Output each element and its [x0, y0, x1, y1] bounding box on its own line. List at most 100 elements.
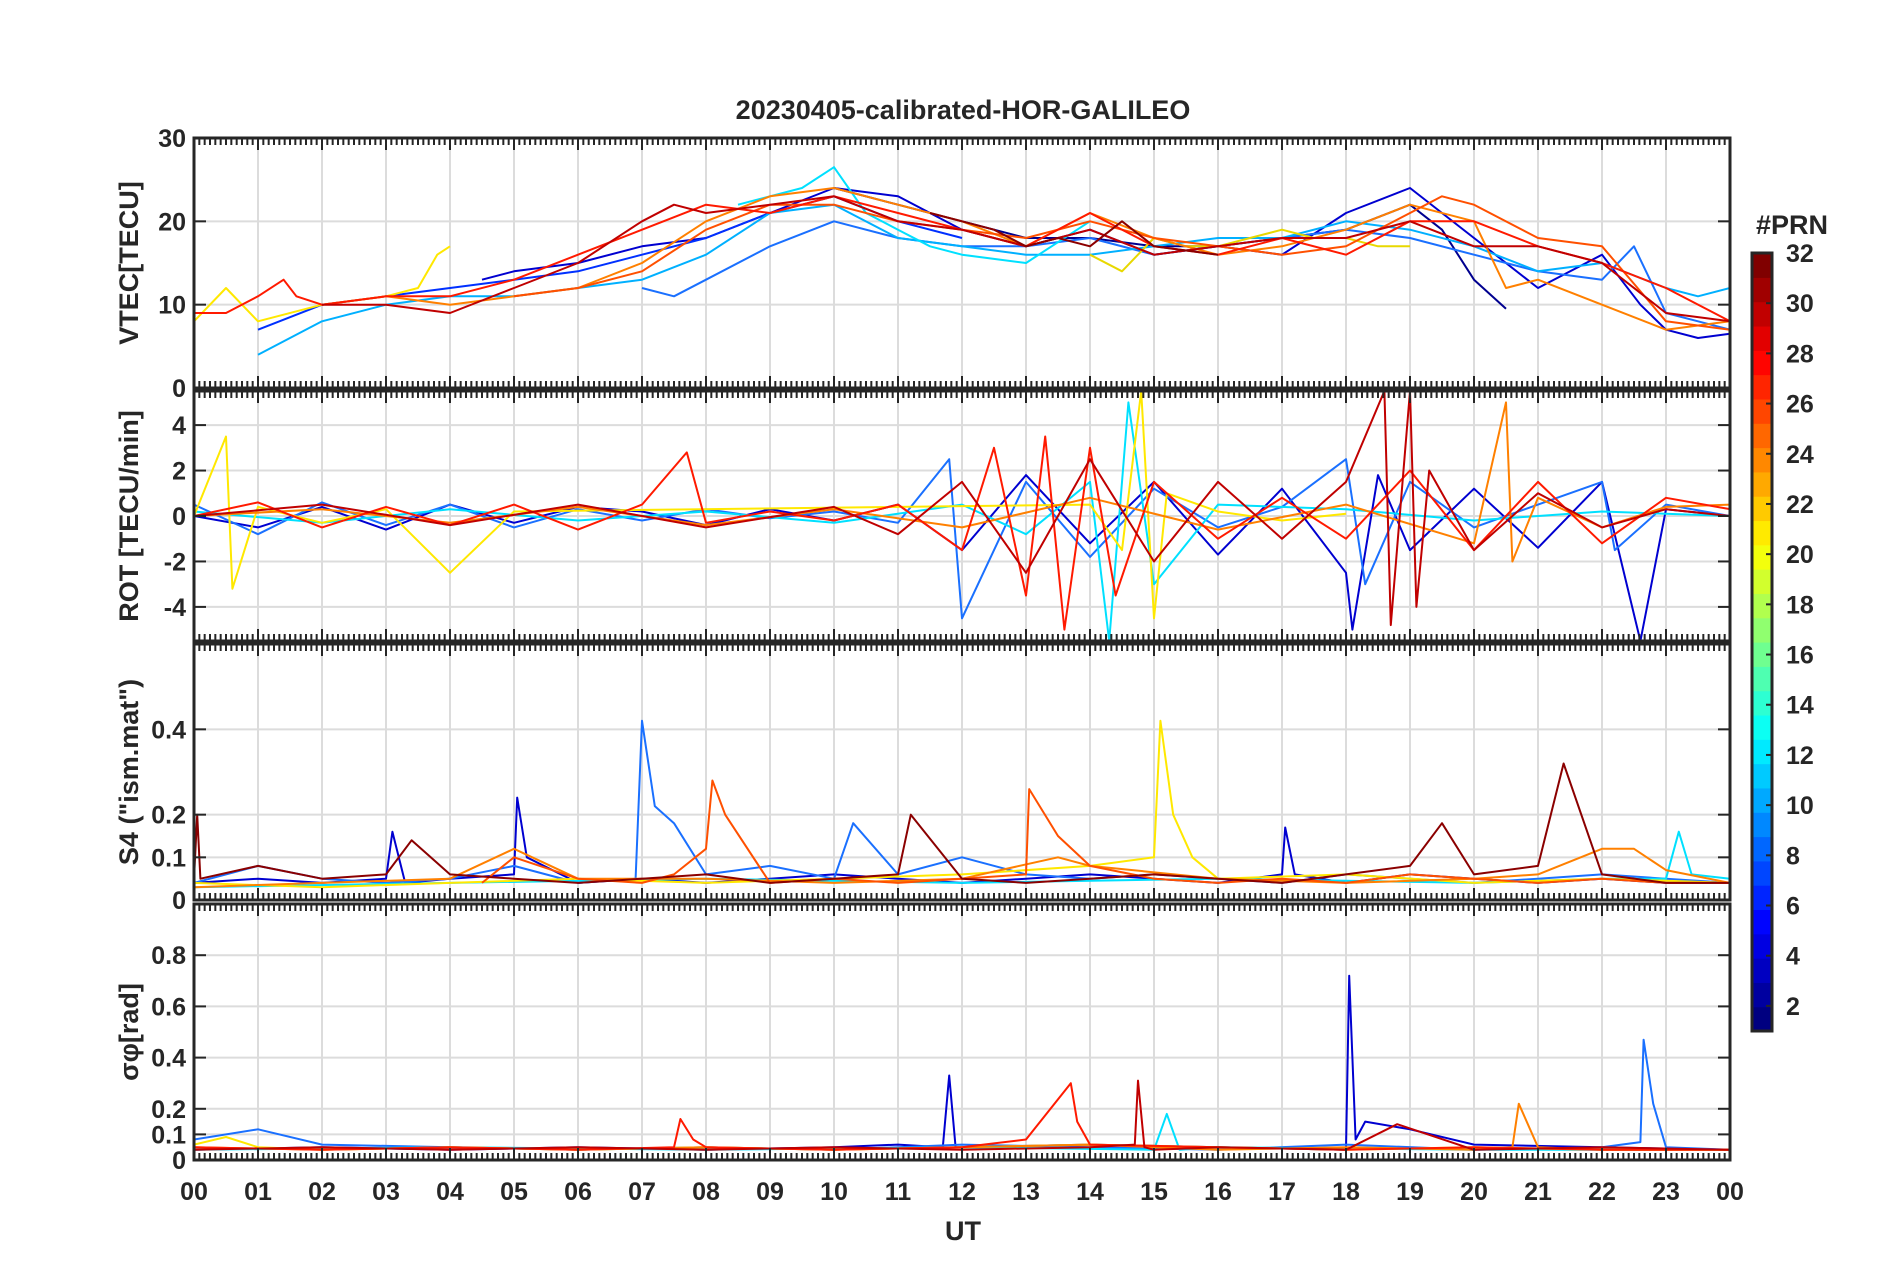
x-tick-label: 15 — [1140, 1178, 1168, 1206]
panel-vtec-series — [194, 166, 1730, 356]
colorbar-tick-label: 32 — [1786, 240, 1814, 268]
panel-s4: 0 0.1 0.2 0.4S4 ("ism.mat") — [114, 642, 1732, 915]
colorbar-segment — [1752, 520, 1772, 546]
y-tick-label: 4 — [172, 412, 186, 440]
y-tick-label: 30 — [158, 125, 186, 153]
x-tick-label: 10 — [820, 1178, 848, 1206]
series-line-s4-6 — [194, 762, 1730, 884]
x-tick-label: 00 — [180, 1178, 208, 1206]
panel-s4-frame — [192, 642, 1732, 902]
panel-rot-frame — [192, 389, 1732, 643]
colorbar-tick-label: 8 — [1786, 842, 1800, 870]
panel-rot-series — [194, 391, 1730, 641]
colorbar-tick-label: 6 — [1786, 893, 1800, 921]
colorbar-segment — [1752, 617, 1772, 643]
colorbar-segment — [1752, 398, 1772, 424]
series-line-rot-6 — [194, 391, 1730, 627]
series-line-vtec-9 — [513, 195, 1730, 331]
colorbar-segment — [1752, 666, 1772, 692]
panel-sigma: 00.10.2 0.4 0.6 0.8σφ[rad] — [114, 902, 1732, 1175]
colorbar-title: #PRN — [1756, 210, 1828, 240]
colorbar-segment — [1752, 958, 1772, 983]
y-axis-label-rot: ROT [TECU/min] — [114, 410, 144, 621]
colorbar-segment — [1752, 982, 1772, 1008]
x-tick-labels: 00 01 02 03 04 05 06 07 08 09 10 11 12 13 14 15 16 17 18 19… — [180, 1178, 1744, 1206]
y-tick-label: 0.1 — [151, 844, 186, 872]
x-tick-label: 12 — [948, 1178, 976, 1206]
y-tick-label: 0 — [172, 1147, 186, 1175]
colorbar-segment — [1752, 350, 1772, 376]
y-tick-label: 0 — [172, 375, 186, 403]
colorbar-frame — [1750, 251, 1774, 1033]
series-line-vtec-10 — [194, 195, 1730, 323]
x-tick-label: 06 — [564, 1178, 592, 1206]
colorbar-tick-label: 22 — [1786, 491, 1814, 519]
series-line-sigma-6 — [194, 1079, 1730, 1151]
colorbar-tick-label: 2 — [1786, 993, 1800, 1021]
colorbar-tick-label: 12 — [1786, 742, 1814, 770]
colorbar-segment — [1752, 933, 1772, 959]
colorbar-segment — [1752, 909, 1772, 935]
x-tick-label: 00 — [1716, 1178, 1744, 1206]
colorbar-segment — [1752, 301, 1772, 327]
y-tick-label: 0.6 — [151, 993, 186, 1021]
colorbar-tick-label: 20 — [1786, 541, 1814, 569]
colorbar-segment — [1752, 277, 1772, 303]
colorbar-segment — [1752, 714, 1772, 740]
colorbar-segment — [1752, 471, 1772, 497]
y-tick-label: -4 — [164, 594, 186, 622]
panel-s4-series — [194, 719, 1730, 889]
y-axis-label-vtec: VTEC[TECU] — [114, 181, 144, 345]
colorbar-segment — [1752, 569, 1772, 594]
x-axis-label: UT — [945, 1216, 981, 1246]
colorbar-segment — [1752, 1006, 1772, 1032]
y-tick-label: 0.2 — [151, 1096, 186, 1124]
panel-vtec-frame — [192, 136, 1732, 390]
x-tick-label: 19 — [1396, 1178, 1424, 1206]
x-tick-label: 03 — [372, 1178, 400, 1206]
colorbar-segment — [1752, 593, 1772, 619]
series-line-s4-5 — [481, 779, 1730, 884]
series-line-vtec-5 — [737, 166, 1091, 264]
y-tick-label: 0.8 — [151, 942, 186, 970]
colorbar-segment — [1752, 423, 1772, 449]
colorbar-tick-label: 18 — [1786, 591, 1814, 619]
x-tick-label: 17 — [1268, 1178, 1296, 1206]
colorbar-segment — [1752, 690, 1772, 716]
x-tick-label: 11 — [885, 1178, 912, 1206]
series-line-s4-4 — [194, 847, 1730, 889]
x-tick-label: 07 — [628, 1178, 656, 1206]
colorbar-segment — [1752, 787, 1772, 813]
chart-title: 20230405-calibrated-HOR-GALILEO — [736, 95, 1191, 125]
colorbar-segment — [1752, 253, 1772, 278]
x-tick-label: 08 — [692, 1178, 720, 1206]
colorbar-segment — [1752, 642, 1772, 667]
colorbar-segment — [1752, 447, 1772, 473]
colorbar-tick-label: 28 — [1786, 340, 1814, 368]
y-tick-label: 20 — [158, 208, 186, 236]
colorbar-segment — [1752, 812, 1772, 838]
x-tick-label: 20 — [1460, 1178, 1488, 1206]
colorbar-segment — [1752, 885, 1772, 911]
series-line-rot-5 — [194, 435, 1730, 631]
y-axis-label-sigma: σφ[rad] — [114, 983, 144, 1081]
colorbar-tick-label: 10 — [1786, 792, 1814, 820]
colorbar-tick-label: 30 — [1786, 290, 1814, 318]
x-tick-label: 09 — [756, 1178, 784, 1206]
x-tick-label: 01 — [244, 1178, 272, 1206]
y-tick-label: 0 — [172, 503, 186, 531]
x-tick-label: 18 — [1332, 1178, 1360, 1206]
x-tick-label: 23 — [1652, 1178, 1680, 1206]
y-tick-label: 2 — [172, 458, 186, 486]
y-tick-label: 0 — [172, 887, 186, 915]
x-tick-label: 04 — [436, 1178, 464, 1206]
x-tick-label: 14 — [1076, 1178, 1104, 1206]
colorbar-segment — [1752, 544, 1772, 570]
series-line-rot-3 — [194, 391, 1347, 620]
panel-rot: -4 -2 0 2 4 ROT [TECU/min] — [114, 389, 1732, 643]
x-tick-label: 02 — [308, 1178, 336, 1206]
y-tick-label: 0.4 — [151, 716, 186, 744]
